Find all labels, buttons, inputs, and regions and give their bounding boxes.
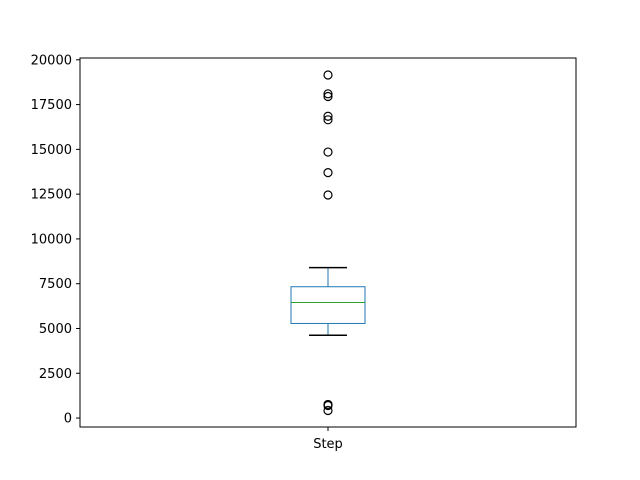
plot-area [80,58,576,427]
outlier-point [323,115,333,125]
y-tick-label: 10000 [31,232,72,247]
y-tick-label: 2500 [39,367,72,382]
outlier-point [323,91,333,102]
outlier-point [323,190,333,200]
outlier-point [323,399,333,410]
x-axis: Step [313,427,343,452]
box-series [290,70,366,416]
outlier-point [323,147,333,157]
outlier-point [323,111,333,121]
y-tick-label: 15000 [31,143,72,158]
y-tick-label: 5000 [39,322,72,337]
outlier-point [323,70,333,80]
outlier-point [323,405,333,416]
plot-frame [79,57,577,428]
y-axis: 0 2500 5000 7500 10000 12500 15000 17500 20000 [31,53,80,427]
iqr-box [290,286,366,324]
y-tick-label: 17500 [31,98,72,113]
outlier-point [323,89,333,99]
y-tick-label: 12500 [31,188,72,203]
y-tick-label: 0 [64,412,72,427]
x-tick-label: Step [313,437,343,452]
outlier-point [323,168,333,178]
y-tick-label: 7500 [39,277,72,292]
y-tick-label: 20000 [31,53,72,68]
